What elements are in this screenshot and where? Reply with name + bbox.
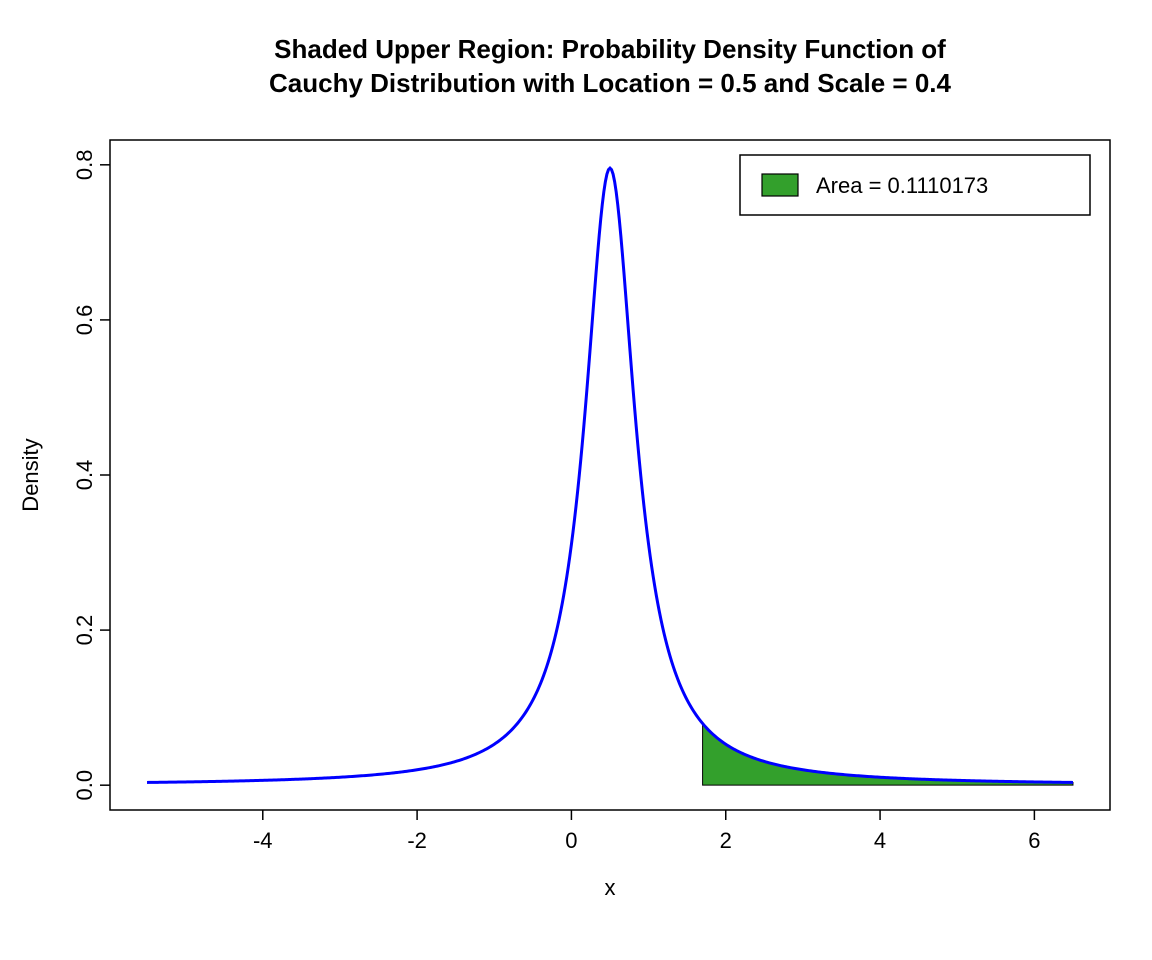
y-tick-label: 0.4 <box>72 460 97 491</box>
chart-title: Shaded Upper Region: Probability Density… <box>269 34 951 98</box>
x-tick-label: -2 <box>407 828 427 853</box>
x-tick-label: 0 <box>565 828 577 853</box>
y-tick-label: 0.0 <box>72 770 97 801</box>
chart-container: Shaded Upper Region: Probability Density… <box>0 0 1152 960</box>
density-chart: Shaded Upper Region: Probability Density… <box>0 0 1152 960</box>
x-tick-label: 4 <box>874 828 886 853</box>
shaded-region <box>703 723 1073 785</box>
x-axis-label: x <box>605 875 616 900</box>
y-tick-label: 0.6 <box>72 305 97 336</box>
density-curve <box>147 168 1073 782</box>
legend: Area = 0.1110173 <box>740 155 1090 215</box>
legend-label: Area = 0.1110173 <box>816 173 988 198</box>
x-tick-label: 2 <box>720 828 732 853</box>
x-tick-label: -4 <box>253 828 273 853</box>
plot-border <box>110 140 1110 810</box>
y-tick-label: 0.8 <box>72 150 97 181</box>
legend-swatch <box>762 174 798 196</box>
x-axis: -4 -2 0 2 4 6 <box>253 810 1041 853</box>
x-tick-label: 6 <box>1028 828 1040 853</box>
title-line-2: Cauchy Distribution with Location = 0.5 … <box>269 68 951 98</box>
y-tick-label: 0.2 <box>72 615 97 646</box>
y-axis-label: Density <box>18 438 43 511</box>
title-line-1: Shaded Upper Region: Probability Density… <box>274 34 946 64</box>
y-axis: 0.0 0.2 0.4 0.6 0.8 <box>72 150 110 801</box>
